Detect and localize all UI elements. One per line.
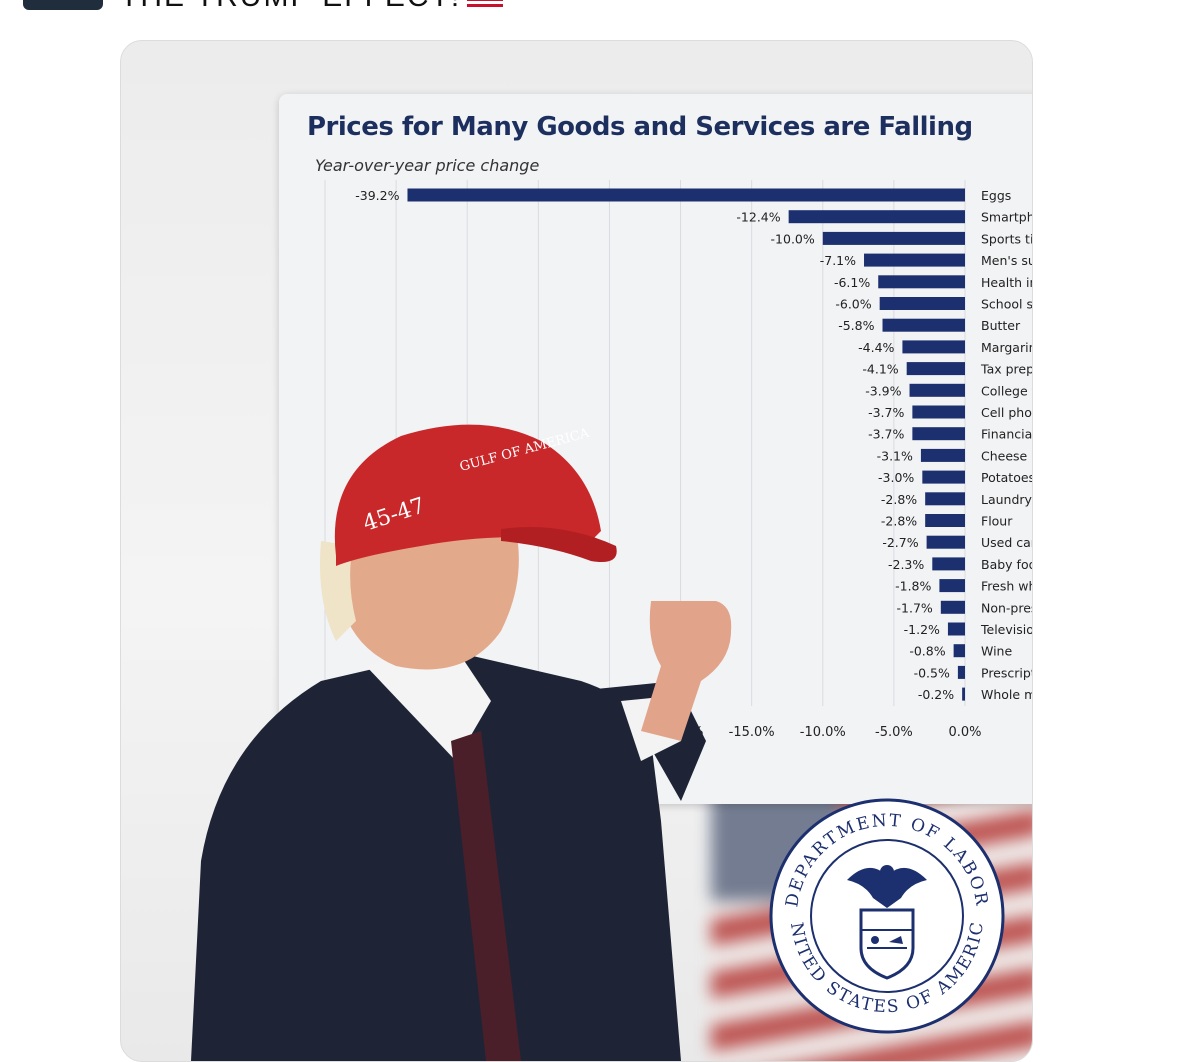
bar-value-label: -39.2% [355,188,399,203]
bar [407,188,965,202]
category-label: Flour [981,514,1013,529]
bar-value-label: -12.4% [736,210,780,225]
bar [902,340,965,354]
bar [925,514,965,527]
bar-value-label: -4.4% [858,340,894,355]
bar-value-label: -6.0% [835,297,871,312]
x-tick-label: -40.0% [373,725,419,740]
bar [878,275,965,289]
bar-value-label: -3.9% [865,383,901,398]
bar [926,535,965,549]
avatar[interactable] [23,0,103,10]
x-tick-label: -25.0% [586,725,632,740]
department-of-labor-seal-icon: DEPARTMENT OF LABOR UNITED STATES OF AME… [769,798,1005,1034]
bar-value-label: -2.8% [881,492,917,507]
x-tick-label: 0.0% [948,725,981,740]
bar-value-label: -0.2% [918,687,954,702]
category-label: Tax prep [980,362,1033,377]
bar [962,687,965,701]
category-label: Men's suits [981,253,1033,268]
category-label: Fresh whole chicken [981,579,1033,594]
category-label: Financial services [981,427,1033,442]
category-label: Used cars & trucks [981,535,1033,550]
bar [947,622,965,636]
bar-value-label: -0.8% [909,644,945,659]
category-label: Televisions [980,622,1033,637]
us-flag-icon [467,0,504,11]
x-tick-label: -10.0% [800,725,846,740]
category-label: Butter [981,318,1021,333]
category-label: Cheese [981,448,1028,463]
bar [906,362,965,376]
bar [932,557,965,571]
x-tick-label: -20.0% [658,725,704,740]
post-title-text: THE TRUMP EFFECT! [120,0,461,13]
bar-value-label: -3.0% [878,470,914,485]
category-label: Whole milk [981,687,1033,702]
category-label: Sports tickets [981,231,1033,246]
bar-value-label: -2.7% [882,535,918,550]
bar-value-label: -1.7% [897,600,933,615]
bar [909,383,965,397]
bar-value-label: -7.1% [820,253,856,268]
x-tick-label: -5.0% [875,725,913,740]
chart-title: Prices for Many Goods and Services are F… [307,112,973,142]
category-label: Laundry equipment [981,492,1033,507]
bar [920,448,965,462]
category-label: School supplies [981,297,1033,312]
bar-value-label: -3.7% [868,427,904,442]
bar [788,210,965,224]
category-label: Baby food & formula [981,557,1033,572]
post-image[interactable]: Prices for Many Goods and Services are F… [120,40,1033,1062]
bar [922,470,965,484]
bar-value-label: -10.0% [771,231,815,246]
category-label: Eggs [981,188,1011,203]
category-label: Prescription drugs [981,665,1033,680]
bar-value-label: -0.5% [914,665,950,680]
category-label: Health insurance [981,275,1033,290]
bar [912,405,965,419]
chart-note: Note: CEA analysis of BLS data. [301,761,491,775]
bar-value-label: -3.7% [868,405,904,420]
bar [925,492,965,506]
category-label: Non-prescription drugs [981,600,1033,615]
bar [864,253,965,267]
bar-value-label: -1.8% [895,579,931,594]
category-label: Potatoes [981,470,1033,485]
category-label: Smartphones [981,210,1033,225]
bar-value-label: -2.8% [881,514,917,529]
bar-value-label: -2.3% [888,557,924,572]
bar-value-label: -3.1% [877,448,913,463]
category-label: Wine [981,644,1012,659]
category-label: College textbooks [981,383,1033,398]
x-tick-label: -45.0% [302,725,348,740]
bar [822,231,965,245]
bar-value-label: -4.1% [862,362,898,377]
bar-value-label: -6.1% [834,275,870,290]
chart-subtitle: Year-over-year price change [315,156,540,175]
bar [953,644,965,658]
x-tick-label: -30.0% [515,725,561,740]
category-label: Margarine [981,340,1033,355]
bar [957,665,965,679]
bar [940,600,965,614]
bar [912,427,965,441]
post-title: THE TRUMP EFFECT! [120,0,504,14]
bar-chart: -45.0% -40.0% -35.0% -30.0% -25.0% -20.0% -15.… [302,180,1033,740]
bar-value-label: -1.2% [904,622,940,637]
category-label: Cell phone plans [981,405,1033,420]
bar [882,318,965,332]
bar [879,297,965,310]
chart-panel: Prices for Many Goods and Services are F… [279,94,1033,804]
x-tick-label: -35.0% [444,725,490,740]
x-tick-label: -15.0% [729,725,775,740]
bar-value-label: -5.8% [838,318,874,333]
bar [939,579,965,593]
